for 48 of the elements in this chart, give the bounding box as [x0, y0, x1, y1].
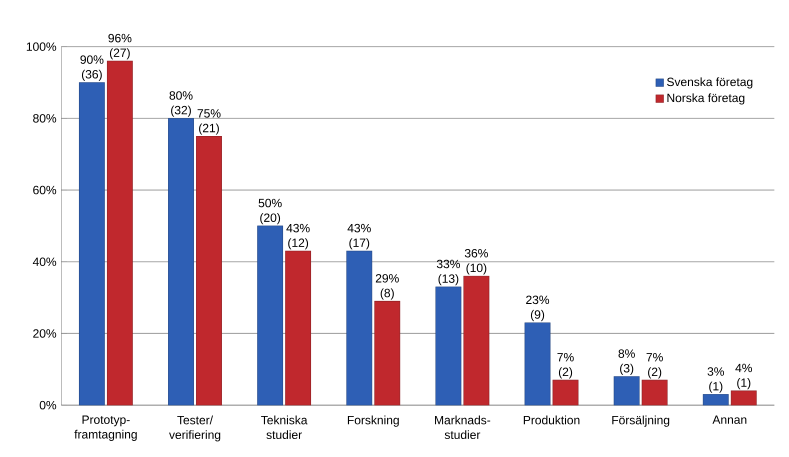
data-label: 96% (27): [108, 34, 132, 60]
data-label: 7% (2): [646, 352, 663, 378]
data-label: 75% (21): [198, 109, 221, 135]
bar: [346, 250, 372, 406]
bar: [463, 276, 490, 406]
x-tick-label: Försäljning: [612, 415, 670, 427]
data-label: 43% (12): [286, 224, 310, 250]
bar: [730, 390, 757, 406]
bar: [702, 394, 729, 406]
data-label: 4% (1): [735, 364, 752, 390]
y-tick-label: 0%: [40, 400, 56, 410]
x-tick-label: Marknads-studier: [435, 415, 490, 439]
x-tick-label: Tekniska studier: [261, 415, 308, 439]
y-tick-label: 40%: [32, 257, 56, 266]
data-label: 50% (20): [258, 198, 282, 224]
bar: [168, 118, 194, 406]
data-label: 8% (3): [618, 349, 635, 375]
bar: [435, 286, 462, 406]
y-tick-label: 100%: [26, 42, 56, 51]
y-tick-label: 80%: [33, 114, 56, 123]
y-tick-label: 20%: [33, 329, 56, 338]
data-label: 33% (13): [436, 260, 460, 286]
data-label: 23% (9): [526, 296, 550, 322]
x-tick-label: Produktion: [524, 415, 580, 424]
y-tick-label: 60%: [33, 186, 56, 194]
bar: [106, 60, 133, 406]
x-tick-label: Annan: [712, 415, 746, 424]
bar: [552, 380, 578, 406]
bar: [257, 226, 284, 406]
bar: [196, 136, 222, 406]
data-label: 7% (2): [557, 352, 574, 378]
bar: [374, 300, 400, 406]
x-tick-label: Forskning: [348, 415, 399, 427]
legend-label: Norska företag: [667, 93, 744, 104]
legend-label: Svenska företag: [667, 77, 752, 88]
x-tick-label: Tester/ verifiering: [169, 415, 220, 442]
bar: [285, 250, 312, 406]
data-label: 3% (1): [708, 367, 724, 393]
bar: [642, 380, 668, 406]
data-label: 36% (10): [464, 248, 488, 274]
data-label: 80% (32): [170, 91, 193, 117]
data-label: 43% (17): [348, 224, 371, 250]
bar: [524, 322, 550, 406]
x-tick-label: Prototyp-framtagning: [74, 415, 137, 441]
bar: [78, 82, 105, 406]
data-label: 29% (8): [376, 274, 399, 300]
bar: [614, 376, 640, 406]
data-label: 90% (36): [80, 55, 104, 81]
